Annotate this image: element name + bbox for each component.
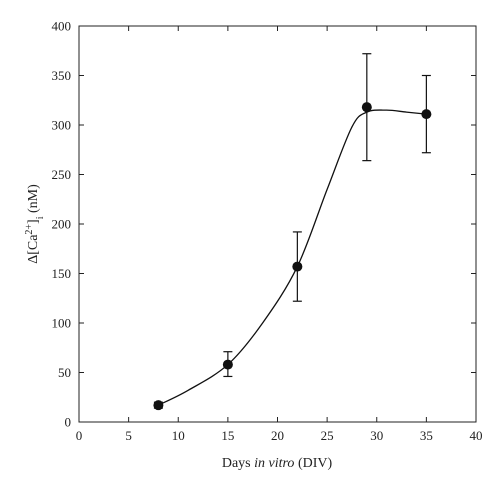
data-point [292, 261, 303, 272]
x-tick-label: 15 [221, 428, 234, 443]
axis-ticks [78, 25, 477, 423]
data-point [222, 359, 233, 370]
plot-frame [78, 25, 477, 423]
x-tick-label: 0 [76, 428, 83, 443]
x-tick-label: 35 [420, 428, 433, 443]
x-tick-label: 5 [125, 428, 132, 443]
y-tick-label: 150 [52, 266, 72, 281]
y-axis-label: Δ[Ca2+]i (nM) [24, 184, 46, 264]
x-tick-label: 10 [172, 428, 185, 443]
data-point [421, 109, 432, 120]
y-tick-label: 50 [58, 365, 71, 380]
data-point [153, 400, 164, 411]
y-tick-label: 300 [52, 118, 72, 133]
y-tick-label: 350 [52, 68, 72, 83]
y-tick-label: 250 [52, 167, 72, 182]
fit-curve [158, 109, 427, 406]
y-tick-label: 200 [52, 217, 72, 232]
x-tick-label: 40 [470, 428, 483, 443]
x-tick-label: 25 [321, 428, 334, 443]
error-bars [153, 53, 431, 409]
y-tick-label: 100 [52, 316, 72, 331]
x-tick-label: 20 [271, 428, 284, 443]
x-axis-label: Days in vitro (DIV) [222, 456, 333, 471]
data-point [361, 102, 372, 113]
y-tick-label: 400 [52, 19, 72, 34]
x-tick-label: 30 [370, 428, 383, 443]
y-tick-label: 0 [65, 415, 72, 430]
data-points [153, 102, 432, 411]
